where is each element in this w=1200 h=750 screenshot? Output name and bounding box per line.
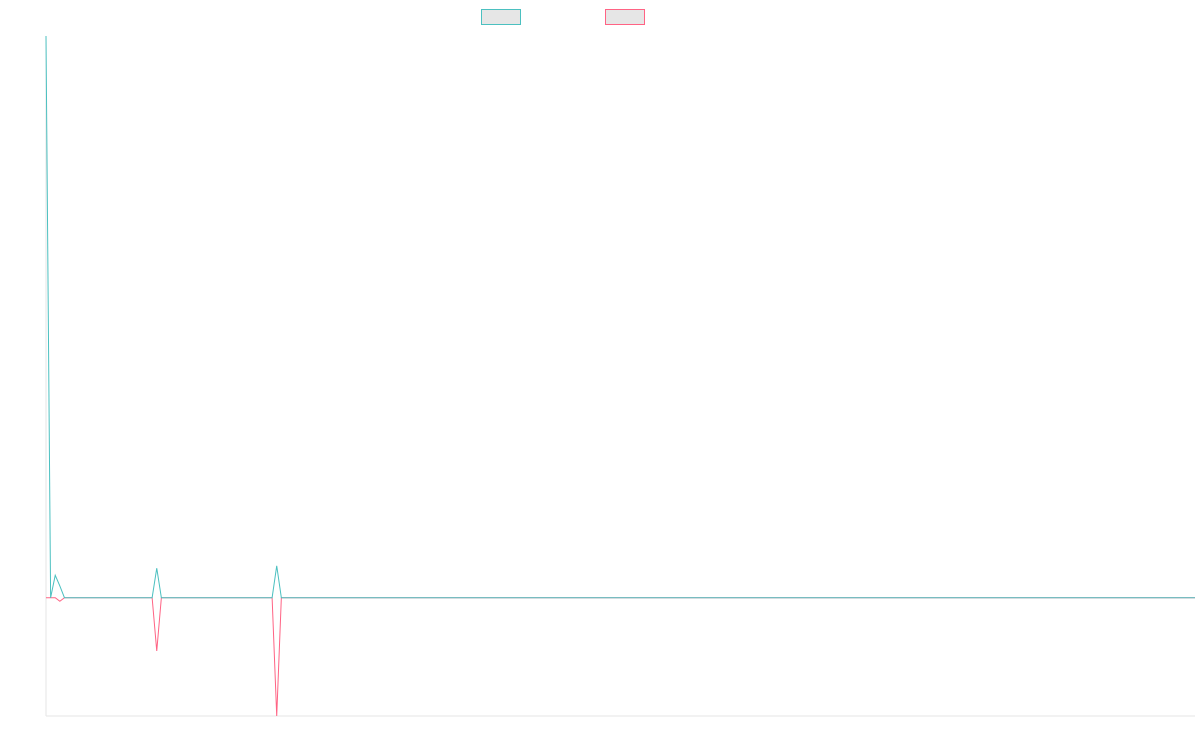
- legend-swatch-series-2[interactable]: [605, 9, 645, 25]
- series-line-1: [45, 35, 1195, 599]
- axes: [45, 36, 1195, 717]
- series-line-2: [46, 597, 1195, 717]
- legend-swatch-series-1[interactable]: [481, 9, 521, 25]
- series-lines: [45, 35, 1195, 717]
